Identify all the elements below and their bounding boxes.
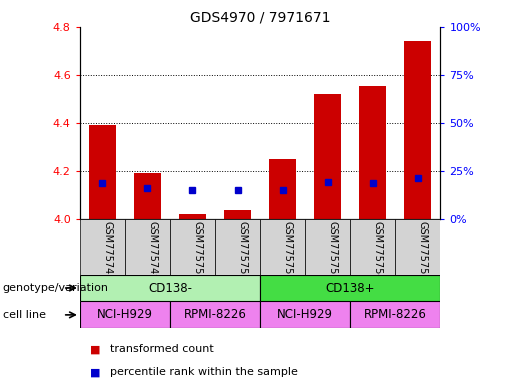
Bar	[125, 219, 170, 275]
Bar	[305, 219, 350, 275]
Text: cell line: cell line	[3, 310, 45, 320]
Text: ■: ■	[90, 344, 100, 354]
Text: NCI-H929: NCI-H929	[277, 308, 333, 321]
Text: GSM775751: GSM775751	[328, 220, 338, 280]
Text: ■: ■	[90, 367, 100, 377]
Bar	[404, 41, 431, 219]
Text: GSM775754: GSM775754	[373, 220, 383, 280]
Bar	[350, 301, 440, 328]
Text: NCI-H929: NCI-H929	[97, 308, 153, 321]
Bar	[269, 159, 296, 219]
Title: GDS4970 / 7971671: GDS4970 / 7971671	[190, 10, 330, 24]
Bar	[359, 86, 386, 219]
Text: CD138-: CD138-	[148, 281, 192, 295]
Text: GSM775755: GSM775755	[418, 220, 428, 280]
Bar	[260, 301, 350, 328]
Bar	[396, 219, 440, 275]
Bar	[80, 275, 260, 301]
Bar	[224, 210, 251, 219]
Text: RPMI-8226: RPMI-8226	[364, 308, 427, 321]
Bar	[260, 275, 440, 301]
Text: GSM775748: GSM775748	[102, 220, 112, 280]
Text: GSM775750: GSM775750	[283, 220, 293, 280]
Text: RPMI-8226: RPMI-8226	[183, 308, 247, 321]
Text: GSM775749: GSM775749	[147, 220, 158, 280]
Bar	[260, 219, 305, 275]
Bar	[170, 301, 260, 328]
Bar	[80, 219, 125, 275]
Bar	[134, 173, 161, 219]
Text: GSM775753: GSM775753	[237, 220, 248, 280]
Text: percentile rank within the sample: percentile rank within the sample	[110, 367, 298, 377]
Bar	[89, 125, 116, 219]
Bar	[314, 94, 341, 219]
Text: CD138+: CD138+	[325, 281, 375, 295]
Bar	[170, 219, 215, 275]
Bar	[179, 214, 206, 219]
Text: transformed count: transformed count	[110, 344, 213, 354]
Text: genotype/variation: genotype/variation	[3, 283, 109, 293]
Bar	[350, 219, 396, 275]
Bar	[80, 301, 170, 328]
Text: GSM775752: GSM775752	[193, 220, 202, 280]
Bar	[215, 219, 260, 275]
